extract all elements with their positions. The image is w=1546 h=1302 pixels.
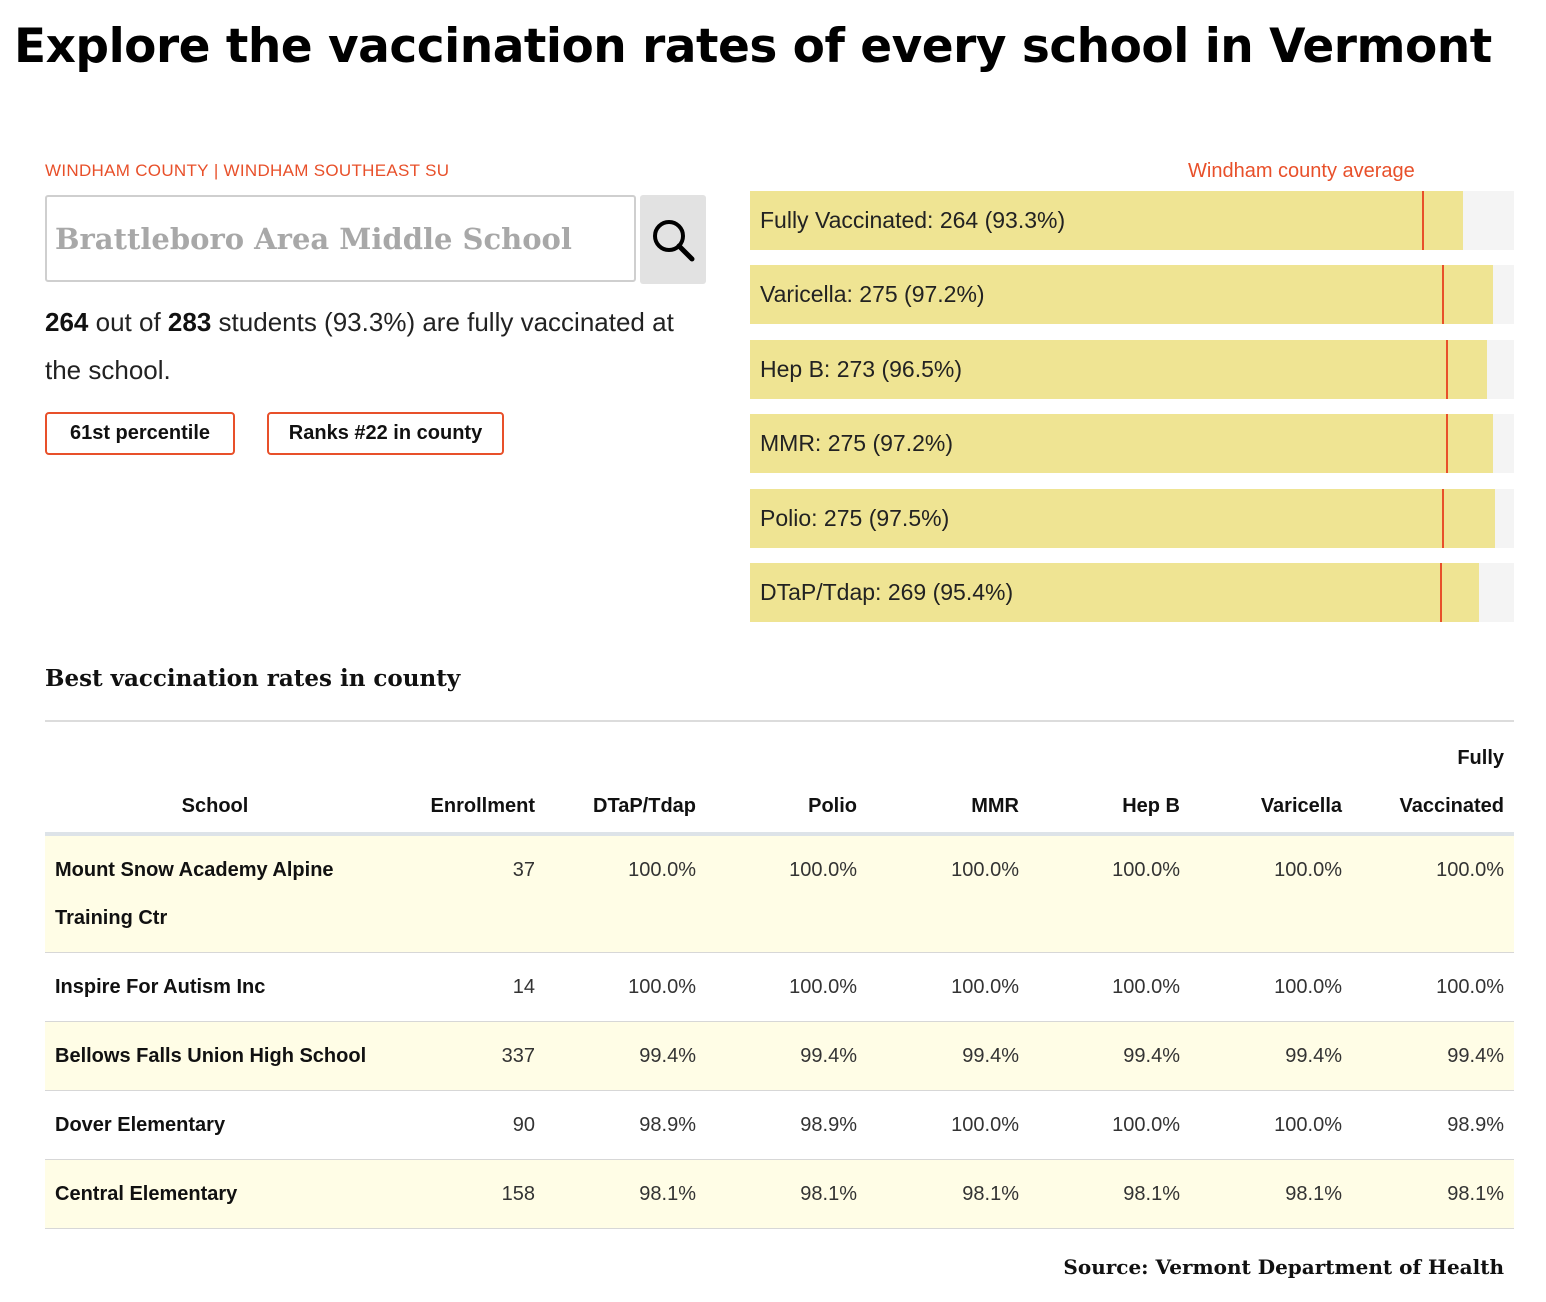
county-rank-badge: Ranks #22 in county bbox=[267, 412, 504, 455]
breadcrumb-county[interactable]: WINDHAM COUNTY bbox=[45, 161, 209, 180]
column-header-mmr[interactable]: MMR bbox=[867, 730, 1029, 836]
table-cell: 100.0% bbox=[1190, 834, 1352, 953]
search-box bbox=[45, 195, 636, 282]
table-row[interactable]: Mount Snow Academy Alpine Training Ctr 37… bbox=[45, 834, 1514, 953]
table-cell: 99.4% bbox=[1352, 1021, 1514, 1091]
table-cell: 100.0% bbox=[545, 952, 706, 1022]
table-cell: 98.1% bbox=[1029, 1159, 1190, 1229]
table-header-row: School Enrollment DTaP/Tdap Polio MMR He… bbox=[45, 730, 1514, 836]
bar-row: Varicella: 275 (97.2%) bbox=[750, 265, 1514, 324]
table-cell: 98.1% bbox=[1190, 1159, 1352, 1229]
table-cell: 98.9% bbox=[545, 1090, 706, 1160]
breadcrumb: WINDHAM COUNTY | WINDHAM SOUTHEAST SU bbox=[45, 161, 449, 181]
best-rates-table: School Enrollment DTaP/Tdap Polio MMR He… bbox=[45, 730, 1514, 1229]
table-heading: Best vaccination rates in county bbox=[45, 665, 461, 692]
column-header-enrollment[interactable]: Enrollment bbox=[385, 730, 545, 836]
table-cell: 100.0% bbox=[1190, 952, 1352, 1022]
table-cell: 98.9% bbox=[706, 1090, 867, 1160]
vaccinated-count: 264 bbox=[45, 307, 89, 337]
bar-row: Polio: 275 (97.5%) bbox=[750, 489, 1514, 548]
table-cell: 98.1% bbox=[1352, 1159, 1514, 1229]
table-cell: 100.0% bbox=[706, 834, 867, 953]
table-cell: 100.0% bbox=[1029, 834, 1190, 953]
bar-label: Hep B: 273 (96.5%) bbox=[760, 356, 963, 382]
bar-label: MMR: 275 (97.2%) bbox=[760, 430, 954, 456]
table-cell: 99.4% bbox=[867, 1021, 1029, 1091]
school-name-cell: Central Elementary bbox=[45, 1159, 385, 1229]
table-cell: 98.1% bbox=[706, 1159, 867, 1229]
table-cell: 99.4% bbox=[545, 1021, 706, 1091]
bar-fill bbox=[750, 265, 1493, 324]
table-cell: 98.1% bbox=[545, 1159, 706, 1229]
search-icon bbox=[653, 219, 695, 261]
bar-fill bbox=[750, 489, 1495, 548]
enrollment-count: 283 bbox=[167, 307, 212, 337]
table-cell: 99.4% bbox=[1190, 1021, 1352, 1091]
bar-label: Varicella: 275 (97.2%) bbox=[760, 281, 985, 307]
page-title: Explore the vaccination rates of every s… bbox=[14, 19, 1492, 74]
school-name-cell: Bellows Falls Union High School bbox=[45, 1021, 385, 1091]
bar-row: MMR: 275 (97.2%) bbox=[750, 414, 1514, 473]
county-average-marker bbox=[1442, 265, 1444, 324]
bar-fill bbox=[750, 340, 1487, 399]
table-cell: 99.4% bbox=[1029, 1021, 1190, 1091]
bar-fill bbox=[750, 191, 1463, 250]
breadcrumb-separator: | bbox=[213, 161, 219, 180]
table-cell: 98.1% bbox=[867, 1159, 1029, 1229]
column-header-school[interactable]: School bbox=[45, 730, 385, 836]
county-average-label: Windham county average bbox=[1188, 160, 1415, 182]
vaccination-summary: 264 out of 283 students (93.3%) are full… bbox=[45, 298, 705, 394]
search-button[interactable] bbox=[640, 195, 706, 284]
table-cell: 37 bbox=[385, 834, 545, 953]
table-cell: 100.0% bbox=[706, 952, 867, 1022]
table-row[interactable]: Inspire For Autism Inc 14 100.0% 100.0% 100.… bbox=[45, 952, 1514, 1022]
table-cell: 158 bbox=[385, 1159, 545, 1229]
bar-row: Hep B: 273 (96.5%) bbox=[750, 340, 1514, 399]
bar-label: Polio: 275 (97.5%) bbox=[760, 505, 950, 531]
column-header-polio[interactable]: Polio bbox=[706, 730, 867, 836]
bar-fill bbox=[750, 563, 1479, 622]
source-credit: Source: Vermont Department of Health bbox=[1063, 1255, 1504, 1279]
table-cell: 100.0% bbox=[867, 834, 1029, 953]
school-name-cell: Mount Snow Academy Alpine Training Ctr bbox=[45, 834, 385, 953]
county-average-marker bbox=[1446, 340, 1448, 399]
table-cell: 100.0% bbox=[1352, 952, 1514, 1022]
table-cell: 100.0% bbox=[1190, 1090, 1352, 1160]
county-average-marker bbox=[1442, 489, 1444, 548]
table-cell: 14 bbox=[385, 952, 545, 1022]
school-name-cell: Inspire For Autism Inc bbox=[45, 952, 385, 1022]
column-header-varicella[interactable]: Varicella bbox=[1190, 730, 1352, 836]
bar-fill bbox=[750, 414, 1493, 473]
table-cell: 99.4% bbox=[706, 1021, 867, 1091]
county-average-marker bbox=[1446, 414, 1448, 473]
table-row[interactable]: Dover Elementary 90 98.9% 98.9% 100.0% 100.0%… bbox=[45, 1090, 1514, 1160]
table-cell: 100.0% bbox=[1029, 952, 1190, 1022]
county-average-marker bbox=[1422, 191, 1424, 250]
table-row[interactable]: Bellows Falls Union High School 337 99.4% 9… bbox=[45, 1021, 1514, 1091]
table-top-rule bbox=[45, 720, 1514, 722]
bar-row: DTaP/Tdap: 269 (95.4%) bbox=[750, 563, 1514, 622]
school-name-cell: Dover Elementary bbox=[45, 1090, 385, 1160]
table-cell: 100.0% bbox=[545, 834, 706, 953]
table-cell: 100.0% bbox=[1352, 834, 1514, 953]
table-cell: 90 bbox=[385, 1090, 545, 1160]
summary-text-rest: students (93.3%) are fully vaccinated at… bbox=[45, 307, 674, 385]
table-cell: 100.0% bbox=[867, 1090, 1029, 1160]
bar-row: Fully Vaccinated: 264 (93.3%) bbox=[750, 191, 1514, 250]
table-row[interactable]: Central Elementary 158 98.1% 98.1% 98.1% 98.1… bbox=[45, 1159, 1514, 1229]
column-header-fully-vaccinated[interactable]: Fully Vaccinated bbox=[1352, 730, 1514, 836]
column-header-dtap[interactable]: DTaP/Tdap bbox=[545, 730, 706, 836]
school-search-input[interactable] bbox=[47, 197, 634, 280]
table-cell: 337 bbox=[385, 1021, 545, 1091]
county-average-marker bbox=[1440, 563, 1442, 622]
column-header-hepb[interactable]: Hep B bbox=[1029, 730, 1190, 836]
table-cell: 98.9% bbox=[1352, 1090, 1514, 1160]
summary-text-out-of: out of bbox=[95, 307, 161, 337]
percentile-badge: 61st percentile bbox=[45, 412, 235, 455]
bar-label: DTaP/Tdap: 269 (95.4%) bbox=[760, 579, 1014, 605]
breadcrumb-district[interactable]: WINDHAM SOUTHEAST SU bbox=[223, 161, 450, 180]
table-cell: 100.0% bbox=[867, 952, 1029, 1022]
bar-label: Fully Vaccinated: 264 (93.3%) bbox=[760, 207, 1066, 233]
table-cell: 100.0% bbox=[1029, 1090, 1190, 1160]
